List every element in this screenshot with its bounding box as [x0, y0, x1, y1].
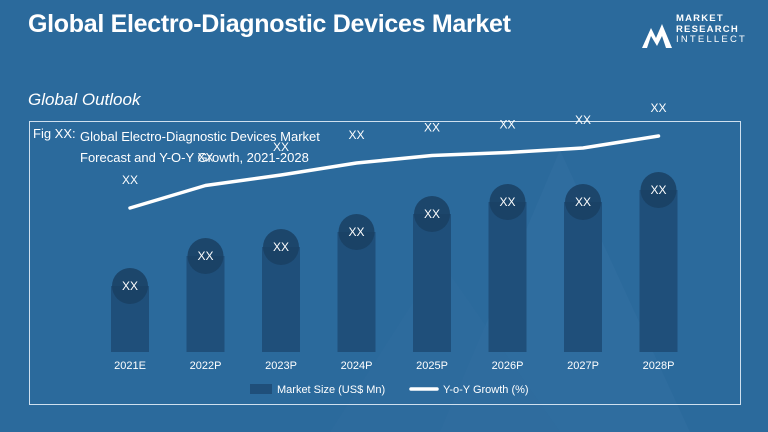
x-tick-label: 2024P — [341, 360, 373, 372]
bar-bubble — [565, 184, 601, 220]
logo-mountain-icon — [642, 24, 672, 48]
growth-value-label: XX — [273, 140, 289, 154]
growth-value-label: XX — [122, 173, 138, 187]
logo-line-1: MARKET — [676, 13, 724, 24]
bar-value-label: XX — [348, 225, 364, 239]
legend-label-line: Y-o-Y Growth (%) — [443, 384, 529, 396]
figure-title: Global Electro-Diagnostic Devices Market… — [80, 126, 320, 168]
growth-value-label: XX — [575, 113, 591, 127]
bar-value-label: XX — [499, 195, 515, 209]
legend-swatch-bars — [250, 384, 272, 394]
legend-label-bars: Market Size (US$ Mn) — [277, 384, 385, 396]
bar-value-label: XX — [273, 240, 289, 254]
figure-title-line-1: Global Electro-Diagnostic Devices Market — [80, 129, 320, 144]
chart-frame — [29, 121, 741, 405]
bar — [564, 202, 602, 352]
bar-bubble — [263, 229, 299, 265]
bar-value-label: XX — [197, 249, 213, 263]
bar — [488, 202, 527, 352]
bar-bubble — [187, 238, 224, 274]
bar-bubble — [338, 214, 375, 250]
growth-value-label: XX — [650, 101, 666, 115]
x-tick-label: 2022P — [190, 360, 222, 372]
bar-bubble — [489, 184, 526, 220]
brand-logo: MARKET RESEARCH INTELLECT — [640, 13, 752, 54]
x-tick-label: 2021E — [114, 360, 146, 372]
bar-value-label: XX — [650, 183, 666, 197]
figure-label: Fig XX: — [33, 126, 76, 141]
growth-value-label: XX — [197, 151, 213, 165]
x-tick-label: 2023P — [265, 360, 297, 372]
figure-title-line-2: Forecast and Y-O-Y Growth, 2021-2028 — [80, 150, 309, 165]
bar-bubble — [640, 172, 677, 208]
x-tick-label: 2027P — [567, 360, 599, 372]
bar-value-label: XX — [122, 279, 138, 293]
bar-value-label: XX — [575, 195, 591, 209]
growth-line — [128, 134, 661, 210]
bar-bubble — [112, 268, 148, 304]
x-tick-label: 2028P — [643, 360, 675, 372]
growth-value-label: XX — [348, 128, 364, 142]
bar — [337, 232, 376, 352]
page-title: Global Electro-Diagnostic Devices Market — [28, 10, 511, 38]
logo-line-3: INTELLECT — [676, 34, 748, 45]
bar — [413, 214, 451, 352]
growth-value-label: XX — [424, 121, 440, 135]
x-tick-label: 2026P — [492, 360, 524, 372]
bar — [639, 190, 678, 352]
section-subtitle: Global Outlook — [28, 90, 141, 109]
bar-value-label: XX — [424, 207, 440, 221]
bar-bubble — [414, 196, 450, 232]
logo-line-2: RESEARCH — [676, 23, 739, 35]
x-tick-label: 2025P — [416, 360, 448, 372]
growth-value-label: XX — [499, 118, 515, 132]
